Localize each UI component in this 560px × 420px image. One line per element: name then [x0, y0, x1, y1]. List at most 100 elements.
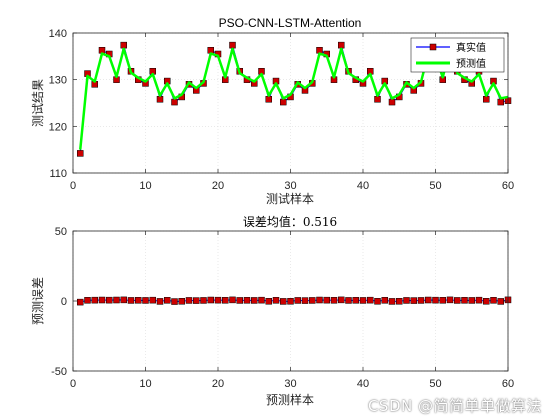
data-point [272, 297, 280, 304]
data-point [98, 296, 106, 304]
legend-label-pred: 预测值 [456, 57, 486, 70]
data-point [388, 98, 396, 106]
x-tick-label: 30 [284, 180, 296, 192]
legend-label-real: 真实值 [456, 41, 486, 54]
data-point [338, 41, 345, 49]
data-point [367, 296, 374, 304]
top-y-axis-label: 测试结果 [30, 79, 45, 127]
data-point [359, 297, 367, 304]
data-point [280, 98, 287, 106]
data-point [243, 297, 251, 304]
data-point [468, 297, 475, 304]
data-point [171, 298, 178, 305]
y-tick-label: 110 [49, 168, 67, 180]
legend-marker-real [429, 43, 437, 51]
bottom-y-axis-label: 预测误差 [31, 277, 45, 325]
data-point [403, 297, 410, 304]
x-tick-label: 20 [212, 180, 224, 192]
y-tick-label: 140 [49, 28, 67, 40]
data-point [454, 297, 461, 304]
data-point [229, 296, 236, 304]
top-axes: 0 10 20 30 40 50 60 110 120 130 140 PSO-CNN-LSTM-A… [30, 16, 514, 206]
data-point [301, 297, 309, 304]
x-tick-label: 60 [502, 378, 514, 390]
x-tick-label: 50 [429, 378, 441, 390]
y-tick-label: 130 [49, 75, 67, 87]
x-tick-label: 0 [70, 378, 76, 390]
data-point [120, 296, 127, 304]
legend-box [410, 37, 505, 73]
data-point [432, 296, 439, 304]
top-chart-title: PSO-CNN-LSTM-Attention [219, 16, 362, 30]
data-point [446, 296, 454, 304]
legend: 真实值 预测值 [410, 37, 505, 73]
data-point [323, 296, 330, 304]
x-tick-label: 0 [70, 180, 76, 192]
data-point [497, 98, 504, 106]
data-point [483, 298, 490, 305]
data-point [236, 297, 243, 304]
data-point [135, 297, 142, 304]
data-point [156, 298, 164, 305]
x-tick-label: 10 [139, 378, 151, 390]
data-point [77, 298, 84, 306]
data-point [113, 296, 120, 304]
data-point [120, 41, 127, 49]
data-point [251, 297, 258, 304]
data-point [171, 98, 178, 106]
top-ticks: 0 10 20 30 40 50 60 110 120 130 140 [49, 28, 514, 192]
data-point [193, 297, 200, 304]
data-point [77, 150, 84, 157]
y-tick-label: 50 [55, 226, 67, 238]
data-point [200, 297, 207, 304]
data-point [164, 297, 171, 304]
data-point [222, 297, 229, 304]
x-tick-label: 40 [357, 180, 369, 192]
x-tick-label: 20 [212, 378, 224, 390]
data-point [265, 96, 272, 103]
data-point [483, 96, 490, 103]
data-point [381, 297, 388, 304]
data-point [388, 298, 396, 305]
data-point [374, 96, 381, 103]
data-point [106, 296, 113, 304]
x-tick-label: 30 [284, 378, 296, 390]
data-point [265, 298, 272, 305]
y-tick-label: -50 [51, 366, 67, 378]
data-point [417, 297, 425, 304]
data-point [425, 296, 432, 304]
y-tick-label: 0 [61, 296, 67, 308]
data-point [207, 296, 214, 304]
data-point [156, 96, 164, 103]
data-point [294, 297, 301, 304]
data-point [490, 297, 497, 304]
x-tick-label: 60 [502, 180, 514, 192]
data-point [396, 298, 403, 305]
data-point [338, 296, 345, 304]
data-point [439, 297, 446, 304]
data-point [214, 296, 222, 304]
data-point [280, 298, 287, 305]
bottom-series [77, 296, 512, 306]
y-tick-label: 120 [49, 121, 67, 133]
x-tick-label: 50 [429, 180, 441, 192]
data-point [330, 297, 338, 304]
top-x-axis-label: 测试样本 [266, 191, 314, 206]
data-point [84, 297, 91, 304]
data-point [410, 297, 417, 304]
data-point [316, 296, 323, 304]
data-point [475, 296, 483, 304]
data-point [127, 297, 135, 304]
data-point [309, 297, 316, 304]
data-point [258, 296, 265, 304]
data-point [497, 298, 504, 305]
bottom-x-axis-label: 预测样本 [266, 392, 314, 407]
watermark: CSDN @简简单单做算法 [367, 397, 542, 415]
data-point [91, 296, 98, 304]
data-point [345, 297, 352, 304]
data-point [142, 297, 149, 304]
x-tick-label: 40 [357, 378, 369, 390]
data-point [149, 296, 156, 304]
